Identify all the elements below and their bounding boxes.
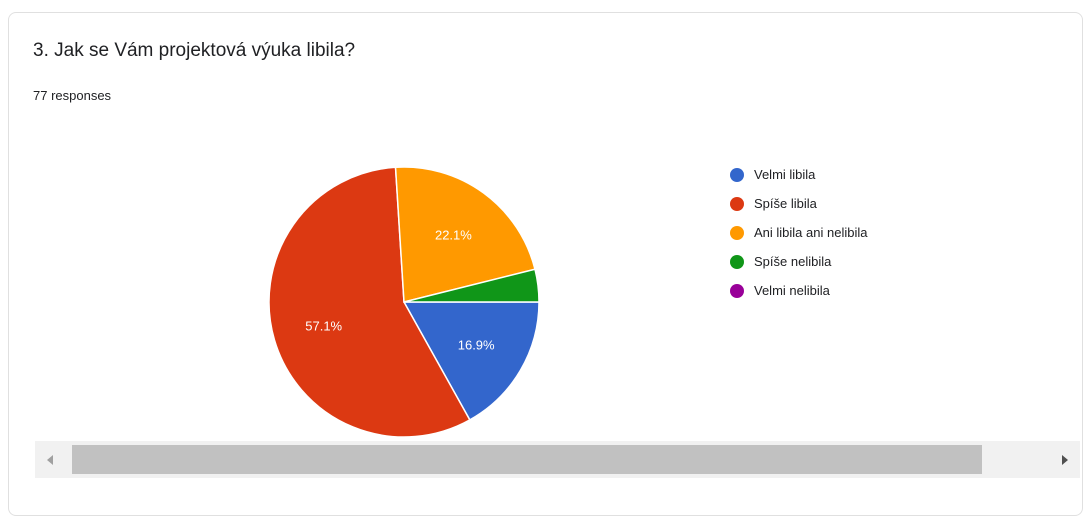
legend-label: Spíše libila [754, 196, 817, 211]
legend-label: Spíše nelibila [754, 254, 832, 269]
pie-slice-3 [403, 268, 540, 303]
legend-item: Spíše nelibila [730, 247, 867, 276]
legend-swatch [730, 196, 744, 211]
scrollbar-thumb[interactable] [72, 445, 982, 474]
data-label-1: 57.1% [305, 319, 342, 334]
pie-slice-1 [268, 166, 471, 438]
scroll-left-button[interactable] [35, 441, 65, 478]
legend-swatch [730, 167, 744, 182]
horizontal-scrollbar[interactable] [35, 441, 1080, 478]
scroll-right-button[interactable] [1050, 441, 1080, 478]
legend-item: Ani libila ani nelibila [730, 218, 867, 247]
legend-item: Spíše libila [730, 189, 867, 218]
legend-swatch [730, 225, 744, 240]
legend-swatch [730, 283, 744, 298]
legend-item: Velmi nelibila [730, 276, 867, 305]
chart-legend: Velmi libila Spíše libila Ani libila ani n… [730, 160, 867, 305]
question-card [8, 12, 1083, 516]
data-label-0: 16.9% [458, 337, 495, 352]
legend-swatch [730, 254, 744, 269]
question-title: 3. Jak se Vám projektová výuka libila? [33, 40, 356, 61]
pie-slice-0 [402, 301, 540, 421]
legend-item: Velmi libila [730, 160, 867, 189]
triangle-right-icon [1062, 454, 1068, 465]
legend-label: Velmi libila [754, 167, 816, 182]
legend-label: Ani libila ani nelibila [754, 225, 868, 240]
pie-slice-2 [394, 166, 536, 303]
triangle-left-icon [47, 454, 53, 465]
data-label-2: 22.1% [435, 227, 472, 242]
response-count: 77 responses [33, 88, 112, 103]
legend-label: Velmi nelibila [754, 283, 830, 298]
